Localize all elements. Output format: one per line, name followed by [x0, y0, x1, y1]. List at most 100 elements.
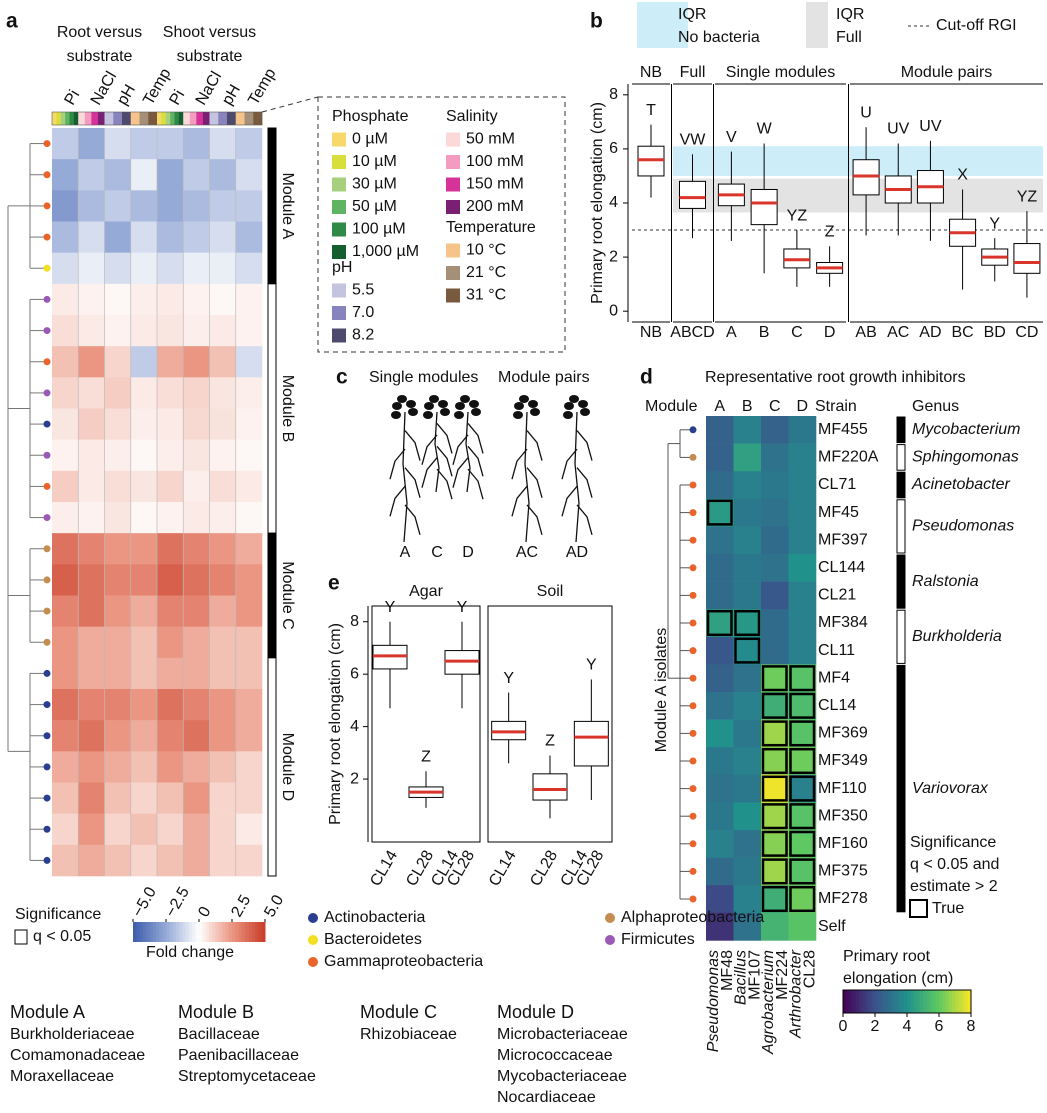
phylum-dot	[43, 576, 51, 584]
heatmap-cell	[52, 346, 79, 378]
heatmap-cell	[52, 283, 79, 316]
phylum-dot	[43, 638, 51, 646]
facet-frame	[371, 605, 481, 843]
panel-label: c	[336, 366, 348, 389]
heatmap-cell	[104, 439, 132, 472]
heatmap-cell	[52, 626, 79, 659]
heatmap-cell	[209, 439, 237, 472]
phylum-dot	[43, 545, 51, 553]
significance-letter: U	[860, 104, 872, 121]
significance-box	[761, 665, 788, 692]
lateral-root	[436, 468, 453, 500]
colorbar-slice	[910, 990, 914, 1013]
leaf	[528, 400, 538, 408]
leaf	[460, 395, 470, 403]
module-title: Module B	[178, 1002, 254, 1022]
phylum-dot	[43, 295, 51, 303]
col-genus: Arthrobacter	[787, 949, 804, 1039]
heatmap-cell	[706, 774, 734, 803]
heatmap-cell	[183, 657, 210, 690]
legend-title: pH	[332, 259, 352, 276]
heatmap-cell	[130, 252, 158, 285]
significance-letter: Y	[385, 599, 396, 616]
heatmap-cell	[761, 609, 789, 638]
heatmap-cell	[706, 471, 734, 500]
condition-label: pH	[219, 82, 244, 108]
colorbar-slice	[162, 922, 167, 942]
condition-label: Temp	[245, 66, 279, 108]
heatmap-cell	[235, 626, 263, 659]
colorbar-slice	[159, 922, 164, 942]
legend-label: 150 mM	[466, 176, 524, 193]
condition-strip	[130, 112, 140, 125]
phylum-dot	[689, 481, 697, 489]
legend-text: Significance	[910, 834, 996, 851]
heatmap-cell	[761, 719, 789, 748]
condition-strip	[178, 112, 184, 125]
row-label: MF384	[818, 614, 868, 631]
colorbar-slice	[232, 922, 236, 942]
heatmap-cell	[706, 885, 734, 914]
heatmap-cell	[788, 747, 817, 776]
lateral-root	[561, 485, 578, 517]
heatmap-cell	[78, 221, 105, 253]
box	[573, 720, 609, 767]
row-label: CL144	[818, 559, 865, 576]
phylum-dot	[689, 564, 697, 572]
leaf	[438, 400, 448, 408]
module-label: Module A	[279, 173, 296, 240]
x-tick-label: C	[791, 324, 803, 341]
module-label: Module C	[279, 561, 296, 629]
heatmap-cell	[209, 315, 237, 347]
family-label: Microbacteriaceae	[497, 1026, 628, 1043]
colorbar-slice	[245, 922, 249, 942]
colorbar-slice	[215, 922, 220, 942]
y-tick-label: 6	[350, 665, 359, 682]
colorbar-slice	[961, 990, 966, 1013]
legend-label: 200 mM	[466, 198, 524, 215]
heatmap-cell	[733, 498, 762, 527]
heatmap-cell	[104, 315, 132, 347]
lateral-root	[421, 457, 438, 488]
heatmap-cell	[788, 636, 817, 665]
lateral-root	[452, 457, 469, 488]
heatmap-cell	[183, 470, 210, 503]
significance-letter: Y	[457, 599, 468, 616]
heatmap-cell	[78, 564, 105, 596]
root	[402, 411, 408, 543]
heatmap-cell	[183, 346, 210, 378]
heatmap-cell	[183, 533, 210, 565]
heatmap-cell	[130, 283, 158, 316]
family-label: Mycobacteriaceae	[497, 1068, 627, 1085]
legend-swatch	[446, 177, 460, 192]
phylum-dot	[43, 763, 51, 771]
heatmap-cell	[130, 470, 158, 503]
heatmap-cell	[761, 747, 789, 776]
lateral-root	[404, 504, 421, 536]
x-tick-label: AD	[919, 324, 941, 341]
phylum-dot	[43, 701, 51, 709]
legend-dot	[308, 935, 318, 945]
panel-label: a	[6, 10, 18, 33]
lateral-root	[511, 448, 528, 480]
heatmap-cell	[706, 830, 734, 858]
row-label: Self	[818, 918, 846, 935]
significance-box	[706, 499, 733, 526]
heatmap-cell	[183, 751, 210, 783]
heatmap-cell	[52, 751, 79, 783]
heatmap-cell	[209, 470, 237, 503]
lateral-root	[526, 504, 543, 536]
condition-strip	[183, 112, 191, 125]
colorbar-slice	[212, 922, 216, 942]
heatmap-cell	[104, 720, 132, 752]
heatmap-cell	[235, 252, 263, 285]
facet-frame	[487, 605, 613, 843]
group-header: Shoot versus	[163, 24, 256, 41]
heatmap-cell	[104, 470, 132, 503]
row-label: CL21	[818, 587, 856, 604]
heatmap-cell	[52, 408, 79, 440]
y-tick-label: 2	[350, 770, 359, 787]
heatmap-cell	[235, 844, 263, 877]
phylum-dot	[689, 785, 697, 793]
colorbar-slice	[945, 990, 950, 1013]
